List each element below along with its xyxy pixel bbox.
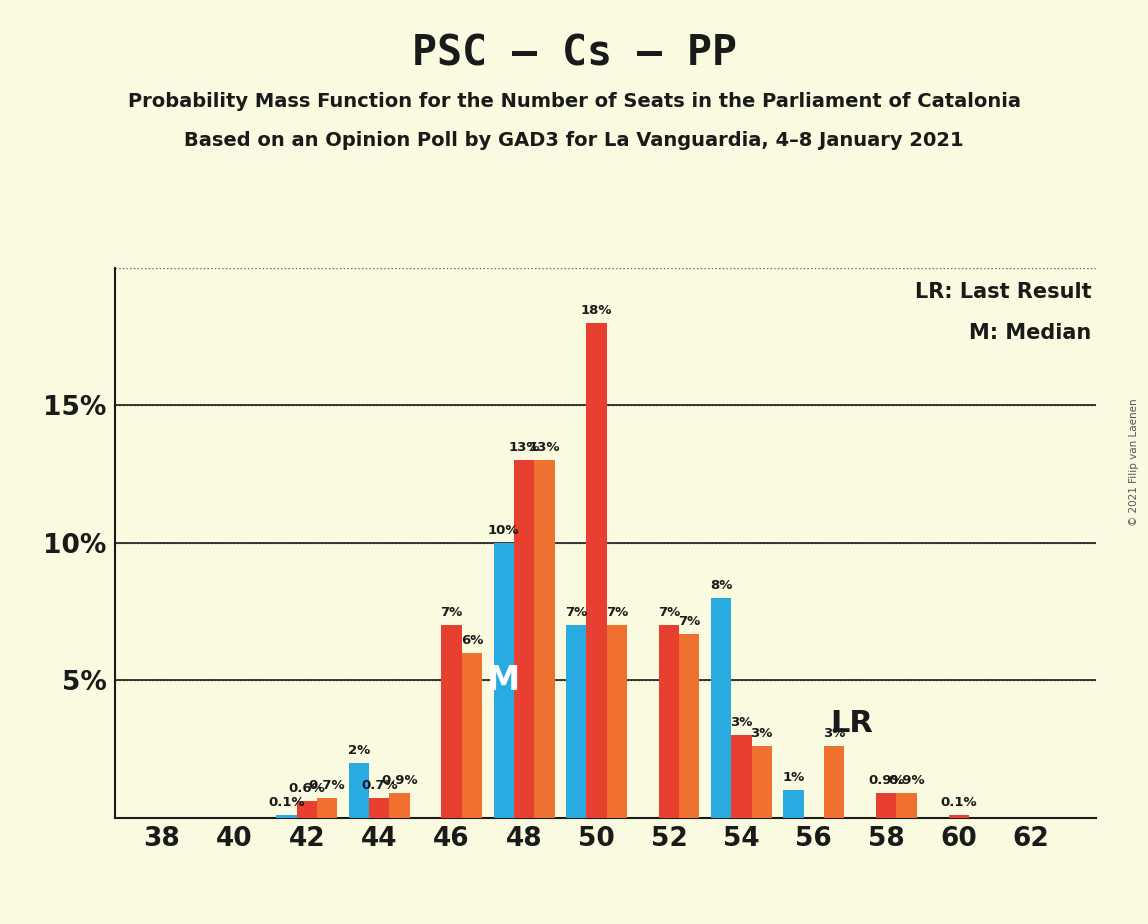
Text: 0.7%: 0.7% — [309, 780, 346, 793]
Text: 6%: 6% — [460, 634, 483, 647]
Text: 7%: 7% — [658, 606, 680, 619]
Text: 0.1%: 0.1% — [940, 796, 977, 808]
Bar — [461, 652, 482, 818]
Bar — [349, 763, 369, 818]
Bar — [680, 634, 699, 818]
Bar — [317, 798, 338, 818]
Text: 2%: 2% — [348, 744, 370, 757]
Text: 7%: 7% — [606, 606, 628, 619]
Bar — [566, 626, 587, 818]
Text: 0.7%: 0.7% — [360, 780, 397, 793]
Bar — [296, 801, 317, 818]
Bar — [369, 798, 389, 818]
Bar — [948, 815, 969, 818]
Bar — [783, 790, 804, 818]
Text: Probability Mass Function for the Number of Seats in the Parliament of Catalonia: Probability Mass Function for the Number… — [127, 92, 1021, 112]
Text: 7%: 7% — [565, 606, 588, 619]
Bar — [606, 626, 627, 818]
Bar — [534, 460, 554, 818]
Text: 1%: 1% — [783, 772, 805, 784]
Bar — [659, 626, 680, 818]
Text: 3%: 3% — [730, 716, 753, 729]
Text: 0.9%: 0.9% — [889, 774, 925, 787]
Text: 7%: 7% — [441, 606, 463, 619]
Text: PSC – Cs – PP: PSC – Cs – PP — [411, 32, 737, 74]
Bar — [897, 793, 917, 818]
Text: 18%: 18% — [581, 304, 612, 317]
Bar — [752, 747, 771, 818]
Text: 0.1%: 0.1% — [269, 796, 304, 808]
Text: © 2021 Filip van Laenen: © 2021 Filip van Laenen — [1130, 398, 1139, 526]
Text: 0.9%: 0.9% — [381, 774, 418, 787]
Bar — [389, 793, 410, 818]
Text: 13%: 13% — [528, 442, 560, 455]
Bar — [824, 747, 844, 818]
Bar — [731, 736, 752, 818]
Bar — [587, 323, 606, 818]
Text: 3%: 3% — [823, 727, 845, 740]
Text: 13%: 13% — [509, 442, 540, 455]
Bar — [277, 815, 296, 818]
Text: 7%: 7% — [678, 614, 700, 627]
Text: 8%: 8% — [709, 578, 732, 591]
Text: M: M — [487, 663, 520, 697]
Bar — [494, 543, 514, 818]
Bar — [876, 793, 897, 818]
Text: LR: Last Result: LR: Last Result — [915, 282, 1092, 302]
Text: LR: LR — [830, 709, 872, 738]
Text: 3%: 3% — [751, 727, 773, 740]
Text: 0.6%: 0.6% — [288, 783, 325, 796]
Text: 10%: 10% — [488, 524, 520, 537]
Text: M: Median: M: Median — [969, 323, 1092, 343]
Text: 0.9%: 0.9% — [868, 774, 905, 787]
Bar — [442, 626, 461, 818]
Bar — [711, 598, 731, 818]
Bar — [514, 460, 534, 818]
Text: Based on an Opinion Poll by GAD3 for La Vanguardia, 4–8 January 2021: Based on an Opinion Poll by GAD3 for La … — [184, 131, 964, 151]
